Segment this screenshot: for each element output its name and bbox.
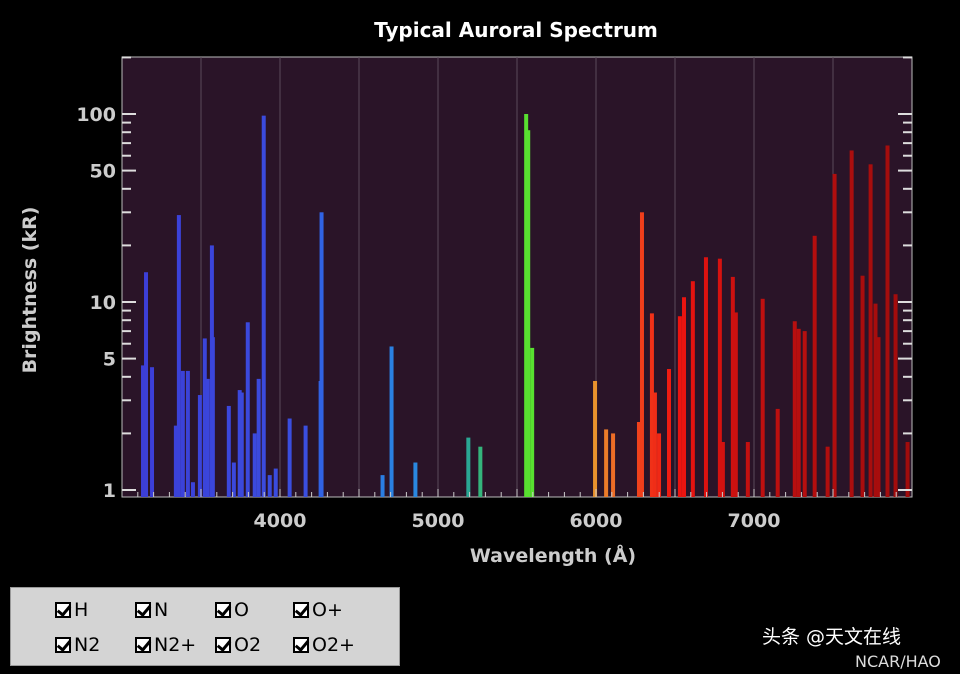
emission-line [239,392,244,497]
emission-line [226,405,231,497]
emission-line [893,294,898,497]
emission-line [231,462,236,497]
emission-line [413,462,418,497]
emission-line [730,276,735,497]
emission-line [252,433,257,497]
species-legend: H N O O+ N2 N2+ O2 O2+ [10,587,400,666]
emission-line [205,378,210,497]
emission-line [256,378,261,497]
y-tick-label: 5 [103,349,116,371]
check-icon [215,637,231,653]
emission-line [682,297,687,497]
x-axis-label: Wavelength (Å) [470,543,636,567]
emission-line [261,115,266,497]
check-icon [135,637,151,653]
emission-line [185,370,190,497]
chart-title: Typical Auroral Spectrum [374,18,658,42]
emission-line [144,272,149,497]
emission-line [868,164,873,497]
credit-text: NCAR/HAO [855,652,941,671]
emission-line [639,212,644,497]
watermark-source: 头条 @天文在线 [762,626,902,648]
checkbox-o2[interactable]: O2 [215,634,261,656]
emission-line [150,367,155,497]
emission-line [720,442,725,497]
emission-line [380,475,385,497]
emission-line [180,370,185,497]
checkbox-n[interactable]: N [135,599,168,621]
checkbox-n2[interactable]: N2 [55,634,100,656]
emission-line [812,235,817,498]
checkbox-o[interactable]: O [215,599,249,621]
emission-line [775,408,780,497]
emission-line [690,281,695,497]
emission-line [202,338,207,497]
emission-line [703,257,708,497]
emission-line [466,437,471,497]
check-icon [293,602,309,618]
check-icon [55,602,71,618]
emission-line [593,381,598,497]
emission-line [860,275,865,497]
emission-line [666,369,671,497]
emission-line [885,145,890,497]
emission-line [802,331,807,497]
emission-line [652,392,657,497]
emission-line [636,421,641,497]
emission-line [717,258,722,497]
checkbox-h[interactable]: H [55,599,88,621]
y-tick-label: 100 [76,104,116,126]
emission-line [237,390,242,497]
emission-line [832,173,837,498]
emission-line [267,475,272,497]
emission-line [733,312,738,497]
emission-line [530,347,535,497]
emission-line [760,298,765,497]
y-tick-label: 50 [90,161,116,183]
emission-line [190,482,195,497]
emission-line [849,150,854,497]
y-tick-label: 10 [90,292,116,314]
emission-line [273,468,278,497]
emission-line [176,215,181,497]
checkbox-o2-plus[interactable]: O2+ [293,634,355,656]
x-tick-label: 4000 [254,510,307,532]
emission-line [319,212,324,497]
emission-line [524,114,529,497]
emission-line [876,337,881,497]
emission-line [677,316,682,497]
check-icon [293,637,309,653]
emission-line [649,313,654,497]
emission-line [389,346,394,497]
emission-line [796,328,801,497]
emission-line [526,130,531,497]
emission-line [478,446,483,497]
emission-line [141,365,146,497]
y-axis-label: Brightness (kR) [19,207,41,374]
emission-line [792,321,797,497]
emission-line [611,433,616,497]
x-tick-label: 5000 [412,510,465,532]
emission-line [210,337,215,497]
emission-line [197,395,202,497]
y-tick-label: 1 [103,480,116,502]
emission-line [905,442,910,497]
emission-line [245,322,250,497]
emission-line [657,433,662,497]
emission-line [303,425,308,497]
emission-line [825,446,830,497]
emission-line [604,429,609,497]
checkbox-o-plus[interactable]: O+ [293,599,343,621]
emission-line [873,303,878,497]
check-icon [135,602,151,618]
emission-line [173,425,178,497]
checkbox-n2-plus[interactable]: N2+ [135,634,196,656]
emission-line [745,442,750,497]
emission-line [287,418,292,497]
x-tick-label: 6000 [570,510,623,532]
check-icon [215,602,231,618]
x-tick-label: 7000 [728,510,781,532]
check-icon [55,637,71,653]
